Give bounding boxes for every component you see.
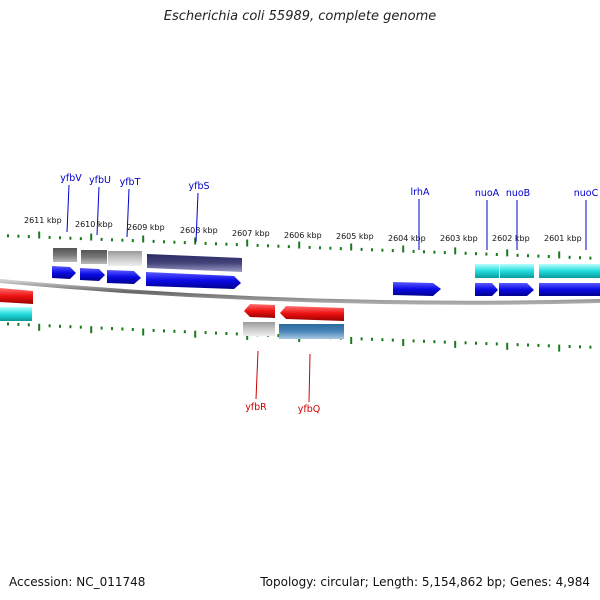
- gene-label-lrhA[interactable]: lrhA: [411, 187, 430, 198]
- outer-tick-row: [7, 231, 592, 260]
- cds-arrow-yfbT: [107, 270, 141, 284]
- cds-arrow-yfbS: [146, 272, 241, 289]
- cds-arrow-yfbQ: [280, 306, 344, 321]
- kbp-label: 2602 kbp: [492, 234, 530, 243]
- gene-label-yfbT[interactable]: yfbT: [120, 177, 141, 188]
- cds-arrow-yfbR: [244, 304, 275, 318]
- kbp-label: 2604 kbp: [388, 234, 426, 243]
- kbp-label: 2610 kbp: [75, 220, 113, 229]
- kbp-label: 2606 kbp: [284, 231, 322, 240]
- gene-label-yfbU[interactable]: yfbU: [89, 175, 111, 186]
- cds-arrow-nuoA: [475, 283, 498, 296]
- kbp-label: 2605 kbp: [336, 232, 374, 241]
- cds-arrow-yfbV: [52, 266, 76, 279]
- cds-arrow-nuoC: [539, 283, 600, 296]
- kbp-label: 2607 kbp: [232, 229, 270, 238]
- reverse-cds-arrows[interactable]: [0, 288, 344, 321]
- forward-cds-arrows[interactable]: [52, 266, 600, 296]
- kbp-label: 2601 kbp: [544, 234, 582, 243]
- cds-arrow-left-edge: [0, 288, 33, 304]
- kbp-label: 2611 kbp: [24, 216, 62, 225]
- gene-label-yfbR[interactable]: yfbR: [245, 402, 267, 413]
- reverse-feature-boxes: [0, 307, 344, 339]
- genome-backbone: [0, 279, 600, 305]
- forward-leader-lines: [66, 184, 587, 250]
- gene-label-yfbQ[interactable]: yfbQ: [298, 404, 320, 415]
- gene-label-yfbS[interactable]: yfbS: [188, 181, 209, 192]
- kbp-label: 2603 kbp: [440, 234, 478, 243]
- reverse-leader-lines: [255, 350, 311, 403]
- gene-label-yfbV[interactable]: yfbV: [60, 173, 82, 184]
- cds-arrow-nuoB: [499, 283, 534, 296]
- gene-label-nuoA[interactable]: nuoA: [475, 188, 500, 199]
- forward-feature-boxes: [53, 248, 600, 278]
- cds-arrow-lrhA: [393, 282, 441, 296]
- map-title: Escherichia coli 55989, complete genome: [163, 9, 437, 24]
- topology-text: Topology: circular; Length: 5,154,862 bp…: [260, 575, 590, 589]
- cds-arrow-yfbU: [80, 268, 105, 281]
- kbp-label: 2609 kbp: [127, 223, 165, 232]
- gene-label-nuoB[interactable]: nuoB: [506, 188, 530, 199]
- accession-text: Accession: NC_011748: [9, 575, 146, 589]
- kbp-label: 2608 kbp: [180, 226, 218, 235]
- gene-label-nuoC[interactable]: nuoC: [574, 188, 599, 199]
